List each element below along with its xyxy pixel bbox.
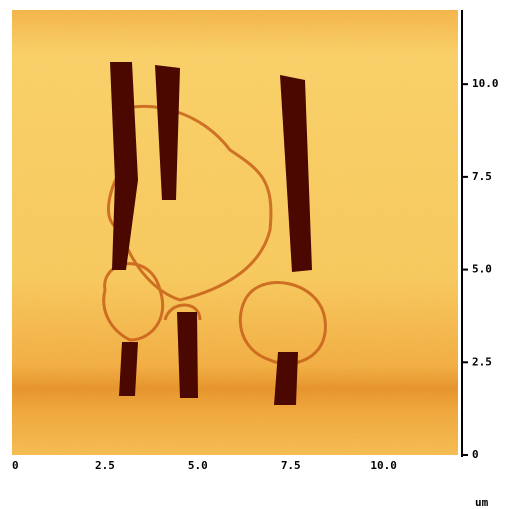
x-tick-label: 2.5 (95, 459, 115, 472)
y-tick-label: 10.0 (472, 77, 499, 90)
afm-image (12, 10, 458, 455)
x-tick-label: 7.5 (281, 459, 301, 472)
unit-label: um (475, 496, 489, 509)
x-tick-label: 0 (12, 459, 19, 472)
y-tick-label: 5.0 (472, 263, 492, 276)
x-tick-label: 5.0 (188, 459, 208, 472)
y-tick-label: 2.5 (472, 355, 492, 368)
y-tick-label: 0 (472, 448, 479, 461)
y-tick-label: 7.5 (472, 170, 492, 183)
x-tick-label: 10.0 (370, 459, 397, 472)
chart: um 0 2.5 5.0 7.5 10.0 0 2.5 5.0 7.5 10.0 (0, 0, 513, 509)
